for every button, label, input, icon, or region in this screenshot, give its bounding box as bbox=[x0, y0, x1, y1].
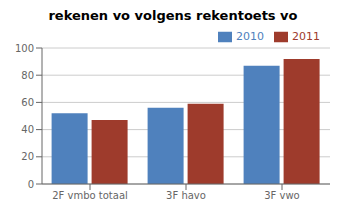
svg-text:0: 0 bbox=[28, 179, 34, 190]
svg-text:60: 60 bbox=[21, 97, 34, 108]
svg-text:100: 100 bbox=[15, 43, 34, 54]
html-text:2011: 2011 bbox=[292, 30, 320, 43]
html-text:2010: 2010 bbox=[236, 30, 264, 43]
svg-text:20: 20 bbox=[21, 151, 34, 162]
svg-text:3F havo: 3F havo bbox=[166, 190, 206, 201]
svg-text:2F vmbo totaal: 2F vmbo totaal bbox=[52, 190, 128, 201]
svg-text:80: 80 bbox=[21, 70, 34, 81]
html-text:rekenen vo volgens rekentoets: rekenen vo volgens rekentoets vo bbox=[48, 8, 298, 23]
svg-text:3F vwo: 3F vwo bbox=[264, 190, 300, 201]
svg-text:40: 40 bbox=[21, 124, 34, 135]
